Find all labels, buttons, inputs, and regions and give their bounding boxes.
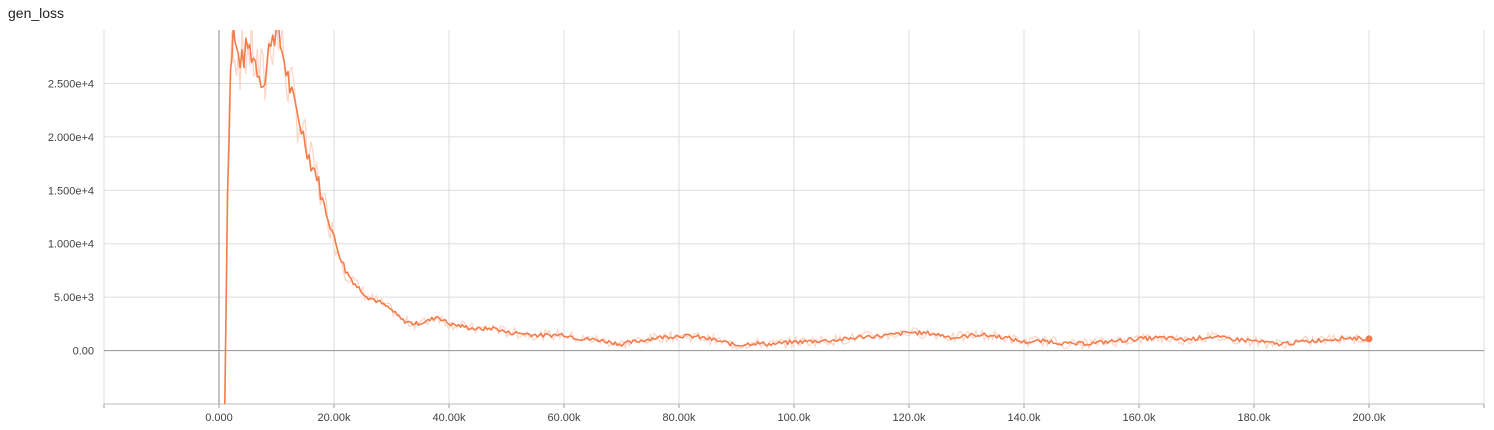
x-tick-label: 20.00k <box>317 412 351 424</box>
x-tick-label: 180.0k <box>1237 412 1271 424</box>
x-tick-label: 200.0k <box>1352 412 1386 424</box>
axis-layer <box>103 30 1485 408</box>
y-tick-label: 2.000e+4 <box>48 132 94 144</box>
y-tick-label: 0.00 <box>73 346 94 358</box>
series-layer <box>224 30 1373 404</box>
grid-layer <box>103 30 1485 404</box>
x-tick-label: 60.00k <box>547 412 581 424</box>
x-tick-label: 0.000 <box>205 412 233 424</box>
x-tick-label: 40.00k <box>432 412 466 424</box>
chart-title: gen_loss <box>8 5 65 21</box>
series-end-point <box>1365 335 1373 343</box>
x-tick-label: 100.0k <box>777 412 811 424</box>
y-tick-label: 2.500e+4 <box>48 78 94 90</box>
x-tick-label: 160.0k <box>1122 412 1156 424</box>
x-tick-label: 80.00k <box>662 412 696 424</box>
y-tick-label: 1.500e+4 <box>48 185 94 197</box>
y-tick-label: 5.00e+3 <box>54 292 94 304</box>
x-tick-label: 140.0k <box>1007 412 1041 424</box>
tick-label-layer: 0.00 5.00e+3 1.000e+4 1.500e+4 2.000e+4 2.500… <box>48 78 1386 424</box>
smoothed-series-line <box>224 30 1370 404</box>
y-tick-label: 1.000e+4 <box>48 239 94 251</box>
x-tick-label: 120.0k <box>892 412 926 424</box>
raw-series-layer <box>224 30 1370 404</box>
raw-series-line <box>224 30 1370 404</box>
